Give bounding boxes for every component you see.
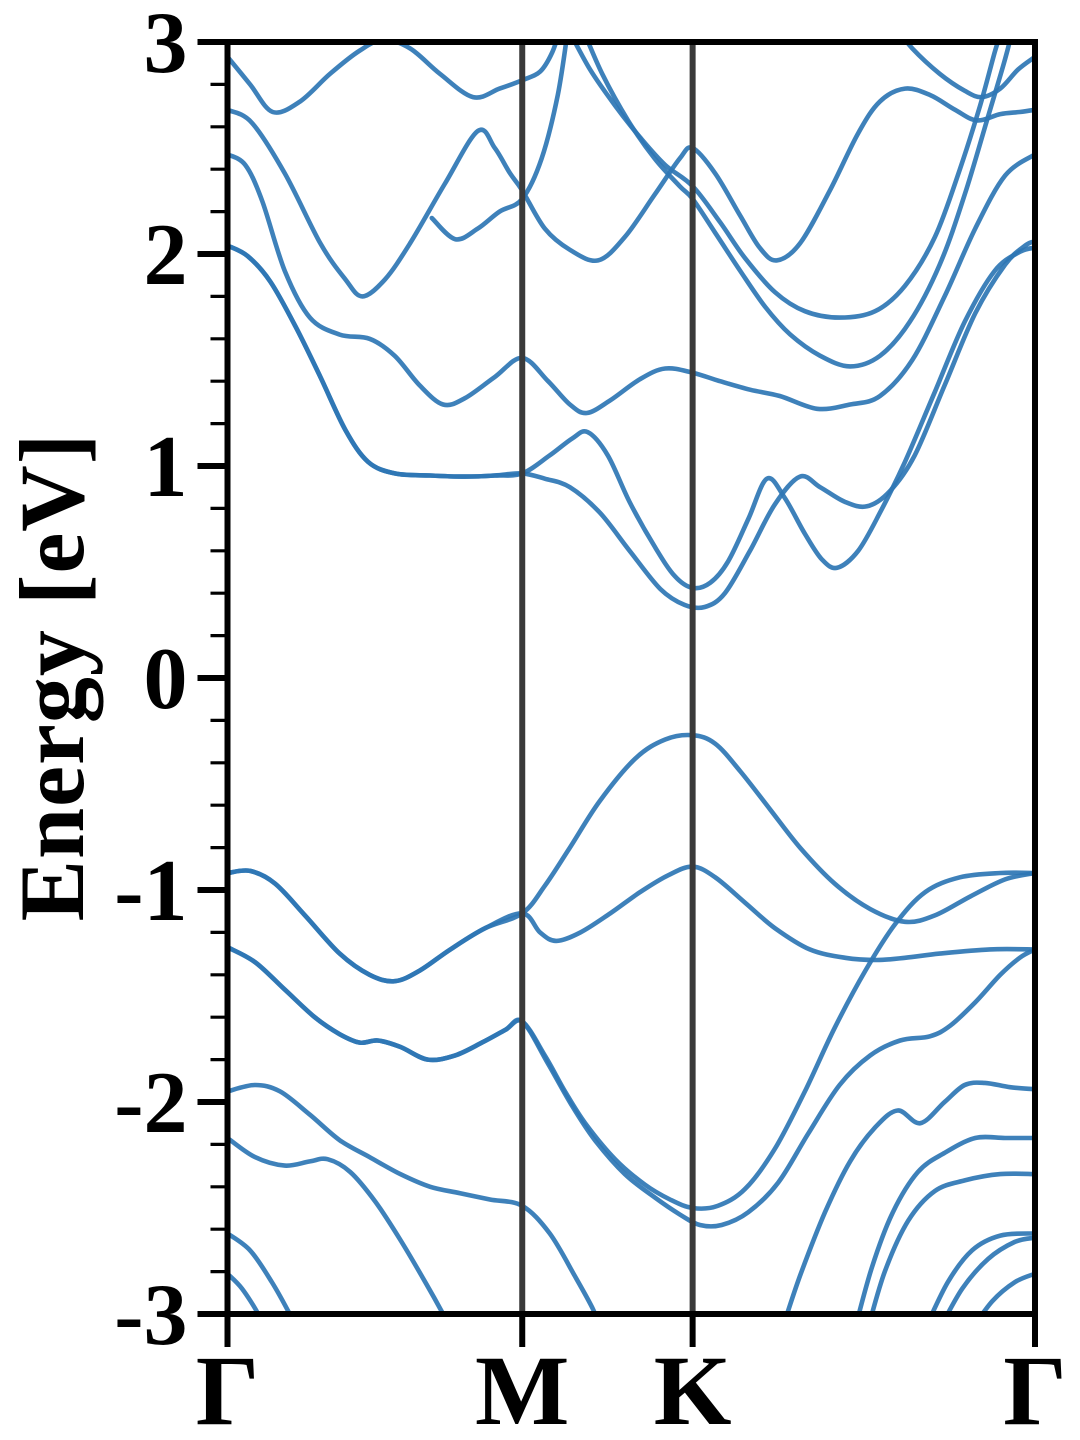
ytick-label: -3 [114,1267,187,1364]
band-val-6 [227,1135,446,1314]
band-val-rise-1 [784,1080,1035,1314]
band-val-4 [227,944,1035,1229]
band-val-rise-2 [856,1134,1035,1314]
band-val-rise-5 [944,1235,1035,1314]
axes-frame [224,39,1038,1317]
ytick-label: -2 [114,1055,187,1152]
band-val-5 [227,1082,598,1314]
xtick-label-gamma2: Γ [1003,1335,1067,1440]
band-curves [227,42,1035,1314]
xtick-label-gamma: Γ [196,1335,260,1440]
ytick-label: 2 [144,207,188,304]
xtick-label-m: M [475,1335,569,1440]
band-cond-low-a [227,243,1035,591]
band-val-rise-4 [929,1231,1035,1314]
xtick-label-k: K [654,1335,732,1440]
band-val-1 [227,732,1035,984]
ytick-label: 1 [144,419,188,516]
y-axis-label: Energy [eV] [1,432,103,922]
band-val-rise-6 [979,1271,1035,1314]
band-cond-k-peak [227,86,1035,299]
band-val-7 [227,1231,293,1314]
band-val-rise-3 [869,1171,1035,1314]
band-cond-low-b [227,239,1035,611]
band-cond-mid [227,152,1035,416]
band-val-2 [227,864,1035,984]
band-cond-top-right [903,42,1035,100]
ytick-label: 0 [144,631,188,728]
band-cond-m-wiggle [429,42,569,242]
band-val-8 [227,1271,261,1314]
ytick-label: 3 [144,0,188,92]
ytick-label: -1 [114,843,187,940]
band-cond-top-left [227,42,559,115]
band-cond-steep-2 [585,42,1012,369]
